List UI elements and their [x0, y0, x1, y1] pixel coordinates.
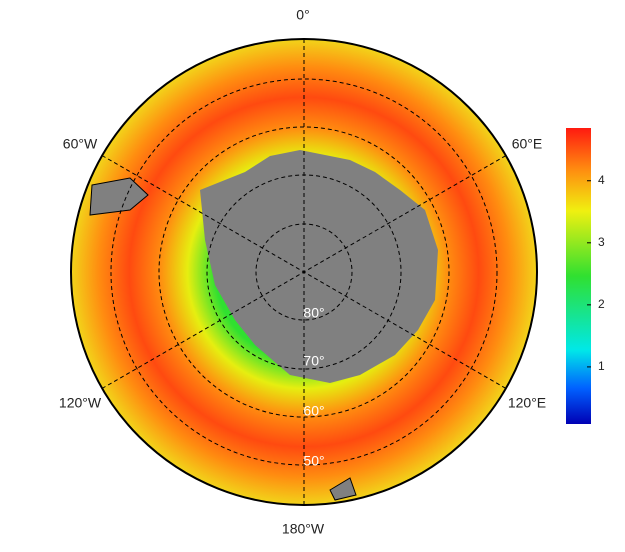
south-america [89, 177, 149, 216]
lon-label: 60°W [63, 136, 98, 152]
lon-label: 0° [296, 7, 309, 23]
colorbar-tick-label: 4 [598, 173, 605, 187]
antarctica [200, 150, 438, 383]
lat-label: 70° [303, 353, 324, 369]
map-field [71, 39, 537, 505]
lon-label: 60°E [512, 136, 543, 152]
lon-label: 120°E [508, 395, 546, 411]
graticule [101, 39, 507, 505]
colorbar-tick-label: 1 [598, 359, 605, 373]
map-border [70, 38, 538, 506]
lon-label: 180°W [282, 521, 325, 537]
colorbar-tick-label: 3 [598, 235, 605, 249]
lon-label: 120°W [59, 395, 102, 411]
lat-label: 50° [303, 453, 324, 469]
new-zealand [329, 477, 357, 501]
lat-label: 60° [303, 403, 324, 419]
colorbar-tick-label: 2 [598, 297, 605, 311]
colorbar [566, 128, 591, 424]
lat-label: 80° [303, 305, 324, 321]
